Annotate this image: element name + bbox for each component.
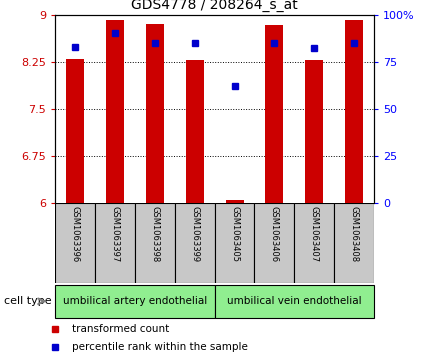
Text: GSM1063405: GSM1063405 [230, 207, 239, 262]
Bar [95, 203, 135, 283]
Text: GSM1063396: GSM1063396 [71, 207, 79, 263]
Text: percentile rank within the sample: percentile rank within the sample [72, 342, 248, 352]
Bar [55, 285, 215, 318]
Bar [55, 203, 95, 283]
Bar [215, 285, 374, 318]
Bar [226, 200, 244, 203]
Bar [215, 203, 255, 283]
Title: GDS4778 / 208264_s_at: GDS4778 / 208264_s_at [131, 0, 298, 12]
Text: transformed count: transformed count [72, 323, 170, 334]
Bar [305, 60, 323, 203]
Bar [334, 203, 374, 283]
Text: umbilical artery endothelial: umbilical artery endothelial [63, 296, 207, 306]
Text: cell type: cell type [4, 296, 52, 306]
Text: GSM1063406: GSM1063406 [270, 207, 279, 262]
Bar [186, 60, 204, 203]
Text: GSM1063397: GSM1063397 [110, 207, 119, 263]
Text: umbilical vein endothelial: umbilical vein endothelial [227, 296, 362, 306]
Text: GSM1063407: GSM1063407 [310, 207, 319, 262]
Bar [66, 58, 84, 203]
Bar [106, 20, 124, 203]
Bar [135, 203, 175, 283]
Bar [294, 203, 334, 283]
Bar [345, 20, 363, 203]
Bar [175, 203, 215, 283]
Bar [255, 203, 294, 283]
Bar [266, 25, 283, 203]
Bar [146, 24, 164, 203]
Text: GSM1063408: GSM1063408 [350, 207, 359, 262]
Text: GSM1063398: GSM1063398 [150, 207, 159, 263]
Text: GSM1063399: GSM1063399 [190, 207, 199, 262]
